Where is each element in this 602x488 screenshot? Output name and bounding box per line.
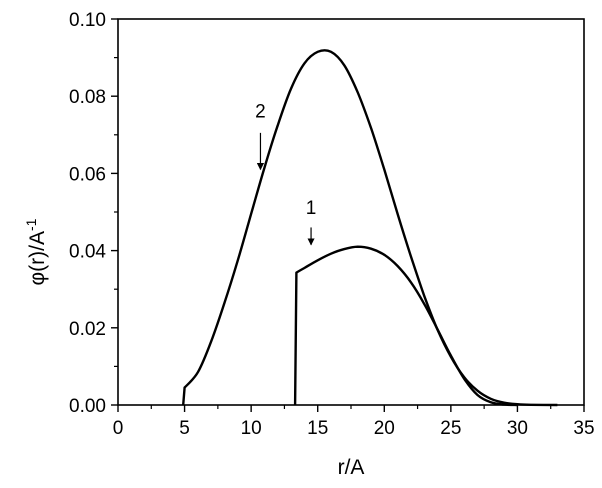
- y-axis-title-main: φ(r)/A: [26, 231, 49, 285]
- y-tick-label: 0.10: [69, 10, 106, 31]
- x-tick-label: 30: [507, 418, 528, 439]
- series-1-label: 1: [306, 198, 317, 219]
- y-tick-label: 0.00: [69, 396, 106, 417]
- y-tick-label: 0.08: [69, 87, 106, 108]
- x-tick-label: 25: [440, 418, 461, 439]
- series-1-line: [293, 245, 518, 407]
- x-tick-label: 15: [307, 418, 328, 439]
- y-tick-label: 0.02: [69, 319, 106, 340]
- series-2-line: [182, 49, 558, 407]
- y-axis-title-superscript: -1: [23, 218, 39, 231]
- x-axis-title: r/A: [338, 456, 365, 479]
- y-tick-label: 0.04: [69, 242, 106, 263]
- x-tick-label: 10: [241, 418, 262, 439]
- x-tick-label: 5: [179, 418, 190, 439]
- y-tick-label: 0.06: [69, 164, 106, 185]
- x-tick-label: 20: [374, 418, 395, 439]
- x-tick-label: 35: [573, 418, 594, 439]
- y-axis-title: φ(r)/A-1: [23, 218, 49, 285]
- x-tick-label: 0: [113, 418, 124, 439]
- series-2-label: 2: [255, 101, 266, 122]
